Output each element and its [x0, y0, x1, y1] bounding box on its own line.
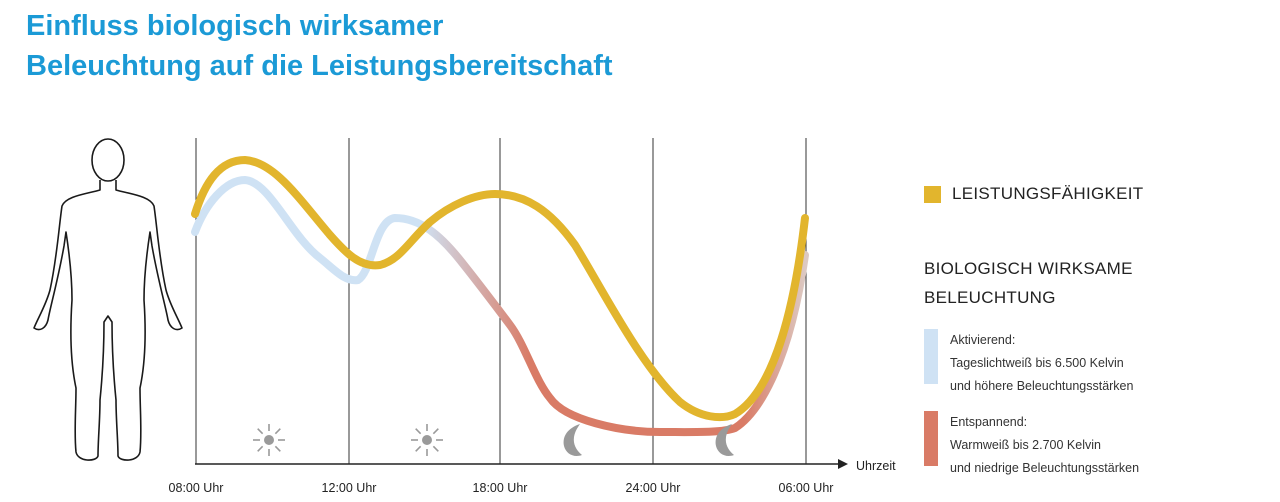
person-silhouette-icon: [33, 138, 183, 461]
moon-icon: [563, 424, 582, 456]
legend-bio-heading-line-2: BELEUCHTUNG: [924, 288, 1056, 307]
sun-core: [422, 435, 432, 445]
sun-ray: [274, 445, 281, 452]
x-axis-arrowhead: [838, 459, 848, 469]
sun-ray: [274, 428, 281, 435]
legend-activating-line-1: Tageslichtweiß bis 6.500 Kelvin: [950, 356, 1124, 370]
legend-relaxing-heading: Entspannend:: [950, 415, 1028, 429]
series-line-bio-lighting: [191, 175, 809, 437]
legend-relaxing-line-1: Warmweiß bis 2.700 Kelvin: [950, 438, 1101, 452]
legend-bio-heading-line-1: BIOLOGISCH WIRKSAME: [924, 259, 1133, 278]
legend-performance-swatch: [924, 185, 941, 203]
x-tick-label: 24:00 Uhr: [626, 481, 681, 495]
chart-title-line-2: Beleuchtung auf die Leistungsbereitschaf…: [26, 50, 613, 82]
x-tick-label: 06:00 Uhr: [779, 481, 834, 495]
x-tick-label: 18:00 Uhr: [473, 481, 528, 495]
sun-ray: [415, 445, 422, 452]
x-tick-label: 08:00 Uhr: [169, 481, 224, 495]
x-tick-label: 12:00 Uhr: [322, 481, 377, 495]
sun-ray: [432, 428, 439, 435]
chart-title-line-1: Einfluss biologisch wirksamer: [26, 10, 444, 42]
sun-ray: [257, 428, 264, 435]
legend-activating-line-2: und höhere Beleuchtungsstärken: [950, 379, 1134, 393]
series-line-performance: [191, 155, 809, 422]
sun-ray: [415, 428, 422, 435]
legend-relaxing: Entspannend: Warmweiß bis 2.700 Kelvin u…: [924, 411, 1139, 480]
legend-activating-swatch: [924, 329, 938, 384]
sun-ray: [257, 445, 264, 452]
chart-title: Einfluss biologisch wirksamer Beleuchtun…: [26, 6, 613, 86]
sun-icon: [253, 424, 285, 456]
legend-activating-heading: Aktivierend:: [950, 333, 1016, 347]
grid-lines: [195, 138, 807, 464]
legend-activating: Aktivierend: Tageslichtweiß bis 6.500 Ke…: [924, 329, 1133, 398]
legend-performance: LEISTUNGSFÄHIGKEIT: [924, 184, 1144, 204]
sun-core: [264, 435, 274, 445]
x-axis-tick-labels: 08:00 Uhr 12:00 Uhr 18:00 Uhr 24:00 Uhr 06:0…: [169, 481, 834, 495]
sun-icon: [411, 424, 443, 456]
sun-ray: [432, 445, 439, 452]
legend-bio-heading: BIOLOGISCH WIRKSAME BELEUCHTUNG: [924, 254, 1133, 312]
moon-icon: [715, 424, 734, 456]
legend-relaxing-line-2: und niedrige Beleuchtungsstärken: [950, 461, 1140, 475]
x-axis-label: Uhrzeit: [856, 459, 896, 473]
legend-performance-label: LEISTUNGSFÄHIGKEIT: [952, 184, 1144, 203]
legend-relaxing-swatch: [924, 411, 938, 466]
